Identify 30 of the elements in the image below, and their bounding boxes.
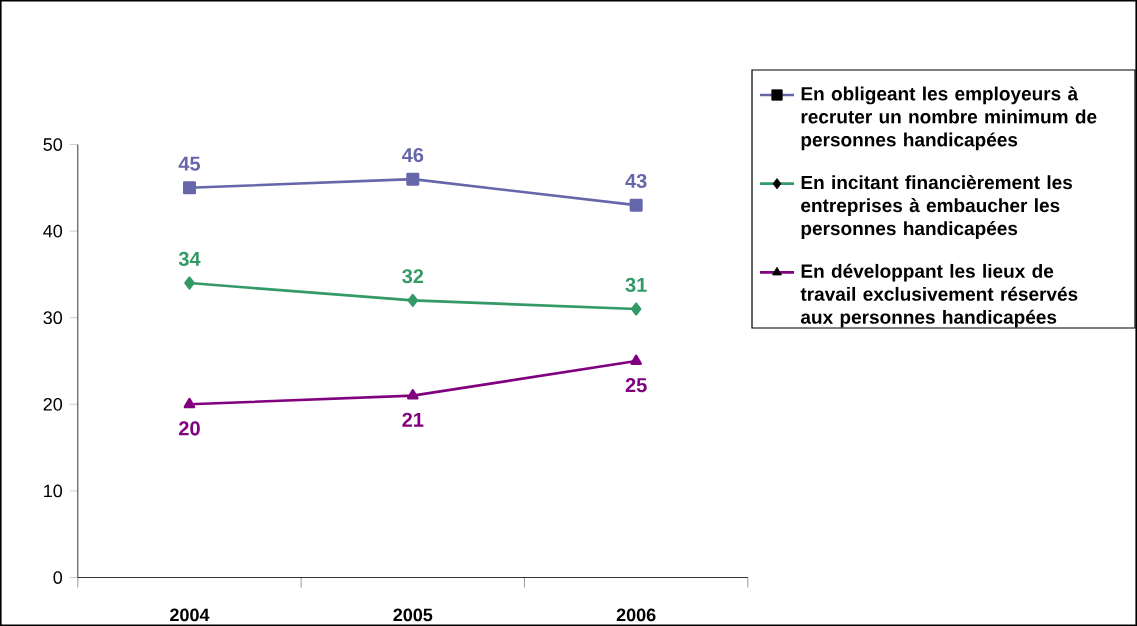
x-tick-label: 2005 [393, 608, 433, 622]
data-label: 46 [402, 147, 424, 163]
x-tick-label: 2004 [170, 608, 210, 622]
data-label: 32 [402, 269, 424, 284]
y-tick-label: 50 [43, 138, 63, 151]
point [407, 293, 419, 307]
data-label: 43 [625, 173, 647, 189]
y-tick-label: 10 [44, 484, 63, 498]
y-tick-label: 20 [43, 397, 63, 411]
legend-label: En incitant financièrement les entreprises à embaucher les personnes handicapées [801, 175, 1073, 239]
point [183, 397, 196, 409]
x-tick-label: 2006 [616, 608, 656, 622]
point [406, 172, 420, 186]
point [182, 181, 196, 195]
data-label: 45 [178, 156, 201, 171]
point [184, 276, 195, 290]
data-label: 25 [625, 378, 647, 393]
y-tick-label: 40 [43, 224, 63, 238]
data-label: 31 [625, 277, 647, 292]
point [630, 302, 642, 316]
point [407, 389, 419, 400]
y-tick-label: 30 [43, 311, 63, 325]
legend-label: En développant les lieux de travail exclusivement réservés aux personnes handicapées [800, 263, 1078, 328]
data-label: 20 [179, 421, 200, 436]
data-label: 21 [402, 412, 424, 427]
legend-label: En obligeant les employeurs à recruter un nombre minimum de personnes handicapées [801, 86, 1097, 151]
point [630, 354, 642, 365]
point [629, 198, 643, 212]
data-label: 34 [178, 251, 201, 267]
y-tick-label: 0 [53, 571, 63, 584]
